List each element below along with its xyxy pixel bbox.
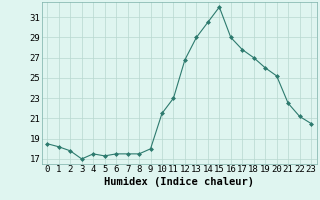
X-axis label: Humidex (Indice chaleur): Humidex (Indice chaleur)	[104, 177, 254, 187]
